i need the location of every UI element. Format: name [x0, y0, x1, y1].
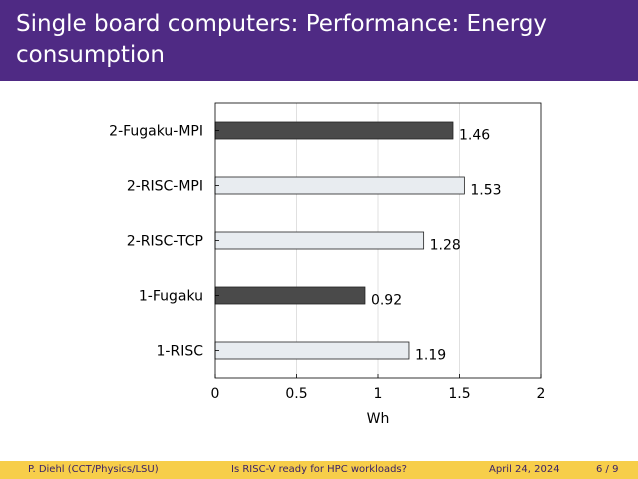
x-axis-label: Wh: [367, 411, 390, 427]
footer-author: P. Diehl (CCT/Physics/LSU): [28, 464, 159, 475]
data-label: 0.92: [371, 293, 402, 309]
footer-talk-title: Is RISC-V ready for HPC workloads?: [231, 464, 407, 475]
data-label: 1.53: [470, 183, 501, 199]
category-label: 2-Fugaku-MPI: [109, 124, 203, 140]
x-tick-label: 2: [537, 386, 546, 402]
slide-title: Single board computers: Performance: Ene…: [16, 11, 548, 68]
x-tick-label: 1: [374, 386, 383, 402]
chart-area: 0 0.5 1 1.5 2 2-Fugaku-MPI 1.46 2-RISC-MPI 1.53 2…: [0, 81, 638, 461]
category-label: 2-RISC-TCP: [127, 234, 203, 250]
bar: [214, 286, 366, 305]
x-tick-label: 1.5: [448, 386, 470, 402]
bar: [214, 176, 465, 195]
bar: [214, 231, 425, 250]
category-label: 2-RISC-MPI: [127, 179, 203, 195]
footer-page-number: 6 / 9: [596, 464, 619, 475]
footer-date: April 24, 2024: [489, 464, 560, 475]
bar: [214, 341, 410, 360]
category-label: 1-RISC: [157, 344, 204, 360]
bar-layer: [214, 121, 465, 360]
bar: [214, 121, 454, 140]
slide-header: Single board computers: Performance: Ene…: [0, 0, 638, 81]
x-tick-label: 0: [211, 386, 220, 402]
label-layer: 0 0.5 1 1.5 2 2-Fugaku-MPI 1.46 2-RISC-MPI 1.53 2…: [109, 124, 545, 403]
x-tick-label: 0.5: [285, 386, 307, 402]
data-label: 1.19: [415, 348, 446, 364]
data-label: 1.28: [430, 238, 461, 254]
slide-footer: P. Diehl (CCT/Physics/LSU) Is RISC-V rea…: [0, 461, 638, 479]
category-label: 1-Fugaku: [139, 289, 203, 305]
data-label: 1.46: [459, 128, 490, 144]
bar-chart: 0 0.5 1 1.5 2 2-Fugaku-MPI 1.46 2-RISC-MPI 1.53 2…: [109, 102, 545, 427]
